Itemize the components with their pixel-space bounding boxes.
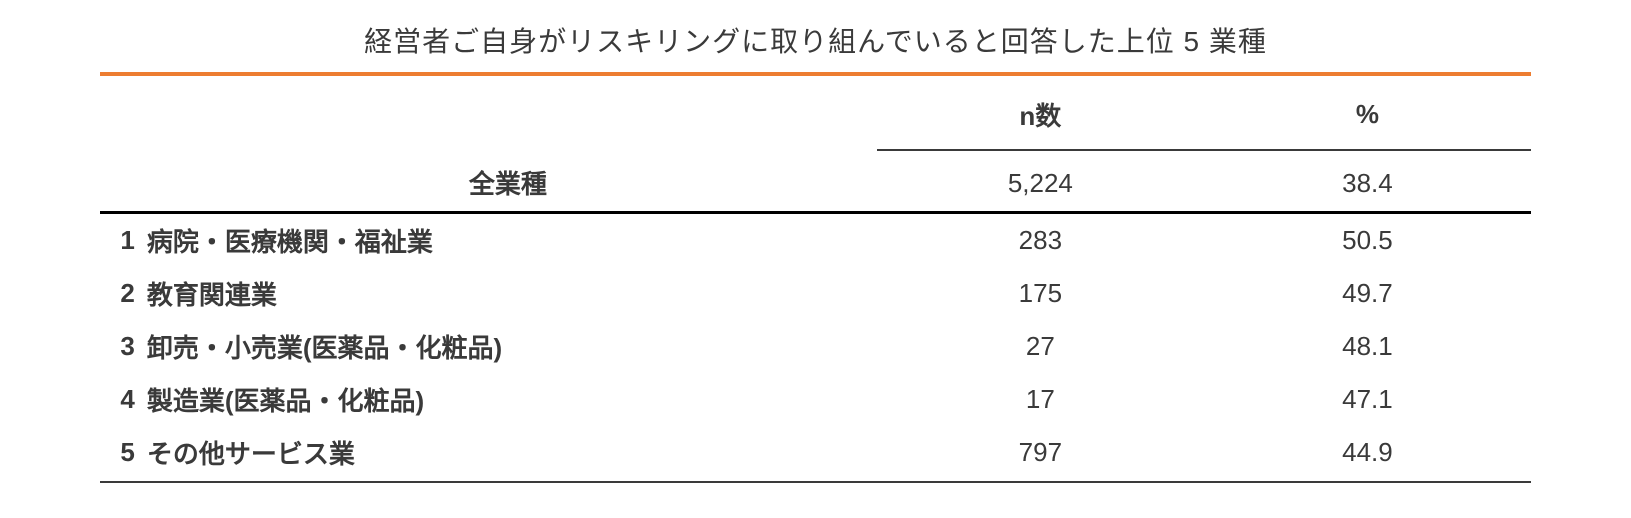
cell-name: その他サービス業: [141, 426, 877, 482]
col-header-n: n数: [877, 76, 1204, 150]
col-header-pct: %: [1204, 76, 1531, 150]
table-row-total: 全業種 5,224 38.4: [100, 150, 1531, 213]
col-header-name: [141, 76, 877, 150]
cell-pct: 38.4: [1204, 150, 1531, 213]
table-header-row: n数 %: [100, 76, 1531, 150]
cell-rank: 2: [100, 267, 141, 320]
cell-name: 教育関連業: [141, 267, 877, 320]
cell-n: 27: [877, 320, 1204, 373]
cell-rank: 3: [100, 320, 141, 373]
cell-pct: 50.5: [1204, 213, 1531, 268]
table-title: 経営者ご自身がリスキリングに取り組んでいると回答した上位 5 業種: [100, 20, 1531, 72]
table-row: 1 病院・医療機関・福祉業 283 50.5: [100, 213, 1531, 268]
table-row: 2 教育関連業 175 49.7: [100, 267, 1531, 320]
cell-n: 175: [877, 267, 1204, 320]
cell-n: 283: [877, 213, 1204, 268]
cell-n: 5,224: [877, 150, 1204, 213]
cell-name: 製造業(医薬品・化粧品): [141, 373, 877, 426]
table-row: 3 卸売・小売業(医薬品・化粧品) 27 48.1: [100, 320, 1531, 373]
cell-pct: 47.1: [1204, 373, 1531, 426]
cell-rank: 1: [100, 213, 141, 268]
cell-rank: [100, 150, 141, 213]
table-row: 5 その他サービス業 797 44.9: [100, 426, 1531, 482]
cell-name: 卸売・小売業(医薬品・化粧品): [141, 320, 877, 373]
cell-pct: 48.1: [1204, 320, 1531, 373]
cell-pct: 49.7: [1204, 267, 1531, 320]
col-header-rank: [100, 76, 141, 150]
cell-n: 797: [877, 426, 1204, 482]
cell-name: 全業種: [141, 150, 877, 213]
cell-name: 病院・医療機関・福祉業: [141, 213, 877, 268]
cell-rank: 4: [100, 373, 141, 426]
cell-rank: 5: [100, 426, 141, 482]
cell-pct: 44.9: [1204, 426, 1531, 482]
cell-n: 17: [877, 373, 1204, 426]
ranking-table: n数 % 全業種 5,224 38.4 1 病院・医療機関・福祉業 283 50…: [100, 76, 1531, 483]
table-row: 4 製造業(医薬品・化粧品) 17 47.1: [100, 373, 1531, 426]
